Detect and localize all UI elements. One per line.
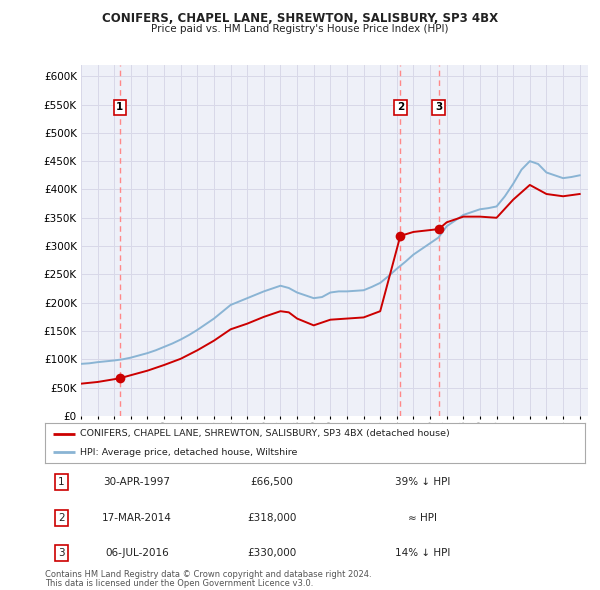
Text: 2: 2: [58, 513, 65, 523]
Text: 30-APR-1997: 30-APR-1997: [103, 477, 170, 487]
Text: 17-MAR-2014: 17-MAR-2014: [102, 513, 172, 523]
Text: This data is licensed under the Open Government Licence v3.0.: This data is licensed under the Open Gov…: [45, 579, 313, 588]
Text: CONIFERS, CHAPEL LANE, SHREWTON, SALISBURY, SP3 4BX: CONIFERS, CHAPEL LANE, SHREWTON, SALISBU…: [102, 12, 498, 25]
Text: 14% ↓ HPI: 14% ↓ HPI: [395, 548, 451, 558]
Text: 06-JUL-2016: 06-JUL-2016: [105, 548, 169, 558]
Text: HPI: Average price, detached house, Wiltshire: HPI: Average price, detached house, Wilt…: [80, 448, 298, 457]
Text: 3: 3: [435, 103, 442, 112]
Text: 2: 2: [397, 103, 404, 112]
Text: ≈ HPI: ≈ HPI: [409, 513, 437, 523]
Text: 1: 1: [116, 103, 124, 112]
Text: £318,000: £318,000: [247, 513, 296, 523]
Text: 3: 3: [58, 548, 65, 558]
Text: CONIFERS, CHAPEL LANE, SHREWTON, SALISBURY, SP3 4BX (detached house): CONIFERS, CHAPEL LANE, SHREWTON, SALISBU…: [80, 430, 450, 438]
Text: Price paid vs. HM Land Registry's House Price Index (HPI): Price paid vs. HM Land Registry's House …: [151, 24, 449, 34]
Text: £66,500: £66,500: [250, 477, 293, 487]
Text: £330,000: £330,000: [247, 548, 296, 558]
Text: Contains HM Land Registry data © Crown copyright and database right 2024.: Contains HM Land Registry data © Crown c…: [45, 571, 371, 579]
Text: 1: 1: [58, 477, 65, 487]
Text: 39% ↓ HPI: 39% ↓ HPI: [395, 477, 451, 487]
